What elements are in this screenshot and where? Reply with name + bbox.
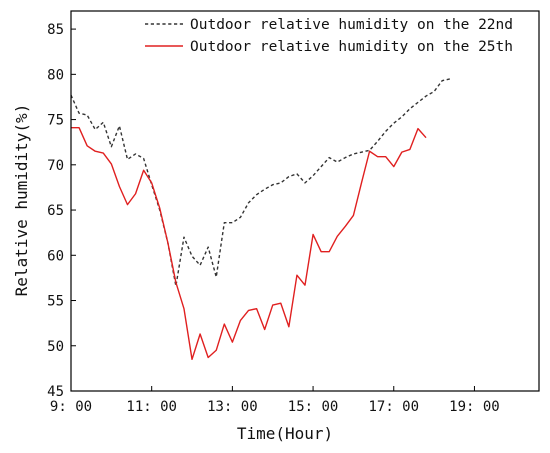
y-tick-label: 60 — [47, 248, 64, 264]
legend-label-22nd: Outdoor relative humidity on the 22nd — [190, 17, 513, 33]
legend-label-25th: Outdoor relative humidity on the 25th — [190, 39, 513, 55]
y-tick-label: 75 — [47, 113, 64, 129]
x-tick-label: 11: 00 — [126, 399, 177, 415]
x-tick-label: 13: 00 — [207, 399, 258, 415]
x-axis-ticks: 9: 00 11: 00 13: 00 15: 00 17: 00 19: 00 — [50, 386, 500, 415]
y-axis-title: Relative humidity(%) — [12, 104, 31, 297]
y-tick-label: 70 — [47, 158, 64, 174]
plot-frame — [70, 10, 540, 392]
y-tick-label: 65 — [47, 203, 64, 219]
series-layer — [70, 78, 451, 361]
y-tick-label: 45 — [47, 384, 64, 400]
y-tick-label: 80 — [47, 67, 64, 83]
x-tick-label: 15: 00 — [288, 399, 339, 415]
y-tick-label: 85 — [47, 22, 64, 38]
series-line-22nd — [70, 78, 451, 287]
x-tick-label: 17: 00 — [368, 399, 419, 415]
y-axis-ticks: 45 50 55 60 65 70 75 80 85 — [47, 22, 76, 400]
axes — [70, 10, 540, 392]
series-line-25th — [71, 127, 427, 361]
x-tick-label: 19: 00 — [449, 399, 500, 415]
x-axis-title: Time(Hour) — [237, 424, 333, 443]
y-tick-label: 55 — [47, 294, 64, 310]
y-tick-label: 50 — [47, 339, 64, 355]
x-tick-label: 9: 00 — [50, 399, 92, 415]
plot-area — [71, 11, 539, 391]
legend: Outdoor relative humidity on the 22nd Ou… — [145, 17, 513, 55]
